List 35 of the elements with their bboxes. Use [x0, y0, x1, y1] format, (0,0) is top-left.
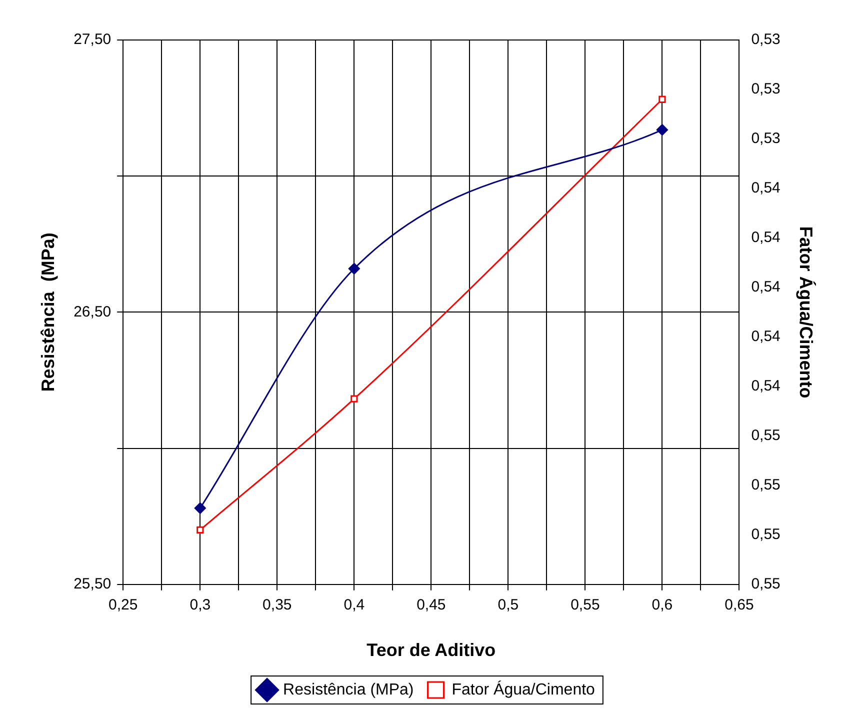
legend-label: Fator Água/Cimento: [452, 680, 596, 698]
y-axis-title: Resistência (MPa): [38, 232, 58, 392]
y2-axis-title: Fator Água/Cimento: [796, 226, 816, 398]
x-tick-label: 0,65: [724, 596, 754, 614]
point: [196, 526, 204, 534]
x-tick-label: 0,5: [498, 596, 519, 614]
y-tick-label: 27,50: [74, 31, 112, 48]
x-tick-label: 0,25: [108, 596, 138, 614]
legend-label: Resistência (MPa): [283, 681, 414, 698]
point: [658, 96, 666, 103]
y2-tick-label: 0,53: [751, 130, 780, 148]
y2-tick-label: 0,53: [751, 31, 780, 48]
y-tick-label: 26,50: [74, 303, 112, 320]
y2-tick-label: 0,54: [751, 378, 780, 395]
x-tick-label: 0,35: [262, 596, 292, 614]
y-tick-label: 25,50: [74, 576, 112, 593]
y2-tick-label: 0,55: [751, 476, 780, 494]
x-tick-label: 0,45: [416, 596, 446, 614]
point: [194, 502, 206, 514]
x-axis-title: Teor de Aditivo: [366, 640, 496, 660]
y2-tick-label: 0,54: [751, 278, 780, 296]
y2-tick-label: 0,55: [751, 427, 780, 444]
x-tick-label: 0,3: [190, 596, 211, 614]
x-tick-label: 0,55: [570, 596, 600, 614]
point: [656, 124, 668, 136]
x-tick-label: 0,6: [652, 596, 673, 614]
point: [350, 395, 358, 402]
y2-tick-label: 0,54: [751, 180, 780, 197]
y2-tick-label: 0,55: [751, 526, 780, 544]
x-tick-label: 0,4: [344, 596, 365, 614]
y2-tick-label: 0,55: [751, 576, 780, 593]
y2-tick-label: 0,53: [751, 80, 780, 98]
y2-tick-label: 0,54: [751, 229, 780, 246]
point: [348, 262, 360, 274]
y2-tick-label: 0,54: [751, 328, 780, 346]
